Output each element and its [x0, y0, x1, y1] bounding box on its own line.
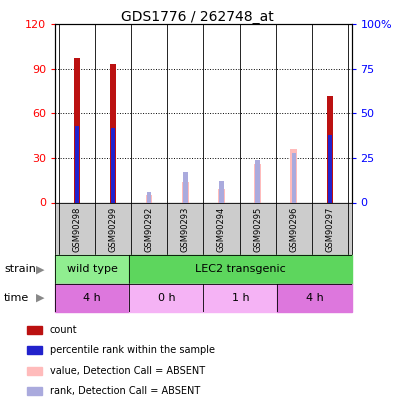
Text: 4 h: 4 h	[306, 293, 324, 303]
Bar	[183, 172, 188, 202]
Bar	[328, 135, 332, 202]
Text: GSM90298: GSM90298	[72, 207, 81, 252]
Bar	[28, 346, 43, 354]
Text: wild type: wild type	[67, 264, 118, 274]
Bar	[146, 195, 152, 202]
Text: rank, Detection Call = ABSENT: rank, Detection Call = ABSENT	[50, 386, 200, 396]
Text: GSM90299: GSM90299	[109, 207, 118, 252]
Text: GSM90293: GSM90293	[181, 207, 190, 252]
Text: GSM90296: GSM90296	[289, 207, 298, 252]
Bar	[256, 160, 260, 202]
Text: value, Detection Call = ABSENT: value, Detection Call = ABSENT	[50, 366, 205, 375]
Bar	[254, 164, 261, 202]
Bar	[28, 387, 43, 395]
Text: ▶: ▶	[36, 264, 44, 274]
Text: strain: strain	[4, 264, 36, 274]
Text: ▶: ▶	[36, 293, 44, 303]
Bar	[111, 128, 115, 202]
Text: count: count	[50, 325, 77, 335]
Bar	[75, 126, 79, 202]
Text: GSM90295: GSM90295	[253, 207, 262, 252]
Bar	[328, 135, 332, 202]
Bar	[292, 153, 296, 202]
Bar	[219, 181, 224, 202]
Text: GSM90292: GSM90292	[145, 207, 154, 252]
Bar	[277, 284, 352, 312]
Bar	[182, 182, 189, 202]
Text: GSM90294: GSM90294	[217, 207, 226, 252]
Text: GDS1776 / 262748_at: GDS1776 / 262748_at	[121, 10, 274, 24]
Bar	[28, 326, 43, 334]
Text: time: time	[4, 293, 29, 303]
Text: 4 h: 4 h	[83, 293, 101, 303]
Bar	[147, 192, 151, 202]
Bar	[290, 149, 297, 202]
Bar	[55, 284, 130, 312]
Bar	[130, 255, 352, 284]
Text: LEC2 transgenic: LEC2 transgenic	[195, 264, 286, 274]
Bar	[110, 64, 117, 202]
Bar	[327, 96, 333, 202]
Bar	[55, 255, 130, 284]
Text: 1 h: 1 h	[231, 293, 249, 303]
Text: 0 h: 0 h	[158, 293, 175, 303]
Bar	[130, 284, 203, 312]
Bar	[28, 367, 43, 375]
Bar	[218, 189, 225, 202]
Text: percentile rank within the sample: percentile rank within the sample	[50, 345, 215, 355]
Text: GSM90297: GSM90297	[325, 207, 335, 252]
Bar	[74, 58, 80, 202]
Bar	[203, 284, 277, 312]
